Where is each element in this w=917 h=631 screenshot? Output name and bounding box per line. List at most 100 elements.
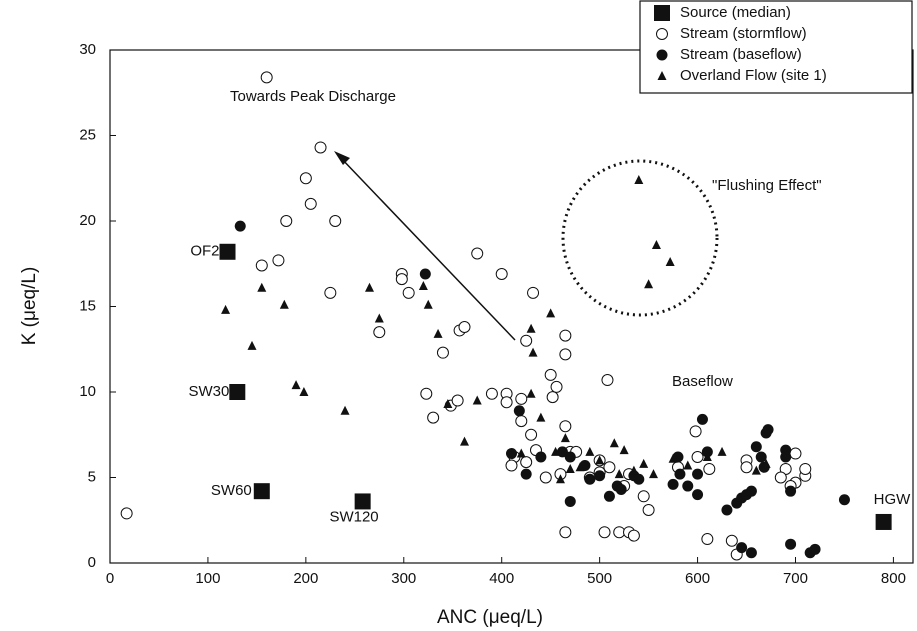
triangle-marker [528, 347, 538, 357]
open-circle-marker [774, 471, 787, 484]
open-circle-marker [691, 450, 704, 463]
filled-circle-marker [520, 468, 532, 480]
legend-label: Overland Flow (site 1) [680, 67, 827, 84]
filled-circle-marker [419, 268, 431, 280]
filled-circle-marker [674, 468, 686, 480]
triangle-marker [433, 328, 443, 338]
triangle-marker [340, 405, 350, 415]
y-tick-label: 20 [79, 212, 96, 229]
filled-circle-marker [594, 470, 606, 482]
open-circle-marker [427, 411, 440, 424]
open-circle-marker [525, 428, 538, 441]
triangle-marker [644, 279, 654, 289]
triangle-marker [516, 448, 526, 458]
point-label: SW120 [329, 508, 378, 525]
open-circle-marker [471, 247, 484, 260]
open-circle-marker [304, 197, 317, 210]
x-tick-label: 800 [881, 570, 906, 587]
point-label: OF2 [190, 243, 219, 260]
triangle-marker [609, 438, 619, 448]
point-label: HGW [874, 491, 912, 508]
open-circle-marker [272, 254, 285, 267]
triangle-marker [634, 174, 644, 184]
filled-circle-marker [667, 478, 679, 490]
y-tick-label: 30 [79, 41, 96, 58]
open-circle-marker [559, 348, 572, 361]
triangle-marker [639, 458, 649, 468]
triangle-marker [702, 451, 712, 461]
filled-circle-marker [506, 448, 517, 460]
filled-circle-marker [234, 220, 246, 232]
triangle-marker [443, 398, 453, 408]
open-circle-marker [451, 394, 464, 407]
open-circle-marker [402, 286, 415, 299]
triangle-marker [565, 463, 575, 473]
open-circle-marker [527, 286, 540, 299]
filled-circle-marker [745, 547, 757, 559]
triangle-marker [717, 446, 727, 456]
square-marker [654, 5, 670, 21]
open-circle-marker [420, 387, 433, 400]
open-circle-marker [314, 141, 327, 154]
triangle-marker [619, 445, 629, 455]
triangle-marker [365, 282, 375, 292]
open-circle-marker [546, 391, 559, 404]
triangle-marker [279, 299, 289, 309]
x-tick-label: 300 [391, 570, 416, 587]
legend-label: Stream (baseflow) [680, 46, 802, 63]
open-circle-marker [299, 172, 312, 185]
open-circle-marker [799, 462, 812, 475]
triangle-marker [299, 387, 309, 396]
triangle-marker [472, 395, 482, 405]
open-circle-marker [505, 459, 518, 472]
y-tick-label: 10 [79, 383, 96, 400]
triangle-marker [575, 462, 585, 472]
legend-label: Stream (stormflow) [680, 25, 807, 42]
legend-label: Source (median) [680, 4, 791, 21]
open-circle-marker [485, 387, 498, 400]
x-axis-title: ANC (μeq/L) [437, 607, 543, 628]
open-circle-marker [656, 28, 668, 40]
filled-circle-marker [785, 485, 797, 497]
filled-circle-marker [785, 538, 797, 550]
open-circle-marker [701, 533, 714, 546]
open-circle-marker [520, 456, 533, 469]
x-tick-label: 200 [293, 570, 318, 587]
open-circle-marker [703, 462, 716, 475]
open-circle-marker [260, 71, 273, 84]
triangle-marker [761, 458, 771, 468]
filled-circle-marker [535, 451, 547, 463]
triangle-marker [668, 453, 678, 463]
open-circle-marker [436, 346, 449, 359]
filled-circle-marker [696, 413, 708, 425]
filled-circle-marker [809, 543, 821, 555]
filled-circle-marker [838, 494, 850, 506]
triangle-marker [423, 299, 433, 309]
triangle-marker [291, 380, 301, 390]
square-marker [253, 483, 270, 500]
triangle-marker [683, 460, 693, 470]
open-circle-marker [500, 396, 513, 409]
y-tick-label: 15 [79, 297, 96, 314]
y-axis-title: K (μeq/L) [19, 267, 40, 346]
filled-circle-marker [745, 485, 757, 497]
triangle-marker [526, 323, 536, 333]
open-circle-marker [395, 273, 408, 286]
legend-box [639, 0, 913, 94]
filled-circle-marker [615, 483, 627, 495]
open-circle-marker [642, 503, 655, 516]
open-circle-marker [329, 215, 342, 227]
filled-circle-marker [633, 473, 645, 485]
x-tick-label: 100 [195, 570, 220, 587]
triangle-marker [651, 239, 661, 249]
triangle-marker [585, 446, 595, 456]
open-circle-marker [255, 259, 268, 272]
open-circle-marker [520, 334, 533, 347]
open-circle-marker [598, 526, 611, 539]
open-circle-marker [740, 461, 753, 474]
triangle-marker [751, 465, 761, 475]
square-marker [875, 513, 892, 530]
triangle-marker [536, 412, 546, 422]
triangle-marker [629, 465, 639, 475]
